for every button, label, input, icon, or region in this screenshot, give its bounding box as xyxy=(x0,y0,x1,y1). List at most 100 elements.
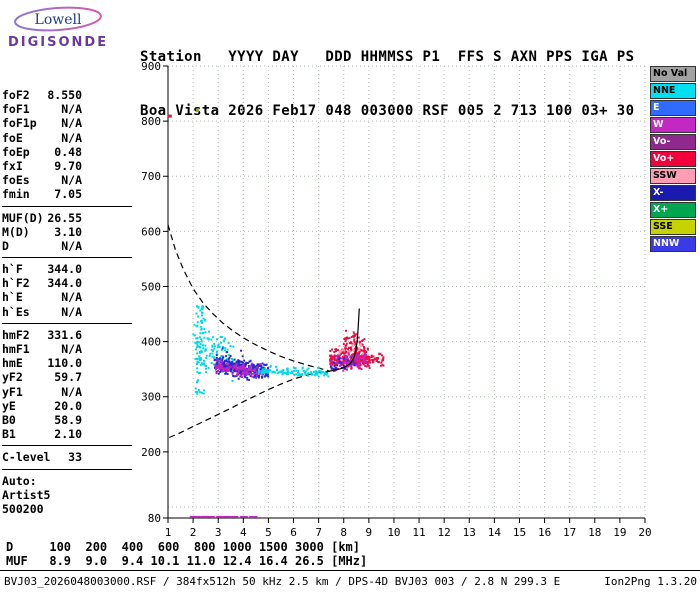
echo-point xyxy=(201,305,204,308)
param-value: 8.550 xyxy=(47,88,82,102)
echo-point xyxy=(201,350,204,353)
echo-point xyxy=(379,352,382,355)
echo-point xyxy=(196,367,199,370)
echo-point xyxy=(239,363,242,366)
echo-point xyxy=(258,371,261,374)
echo-point xyxy=(375,357,378,359)
echo-point xyxy=(359,341,361,344)
echo-point xyxy=(338,351,341,354)
echo-point xyxy=(205,357,208,359)
echo-point xyxy=(194,348,197,351)
echo-point xyxy=(358,347,361,350)
transmission-curve-upper xyxy=(167,224,329,372)
echo-point xyxy=(194,387,197,390)
param-label: foF1p xyxy=(2,116,37,131)
echo-point xyxy=(230,363,233,366)
echo-point xyxy=(269,369,272,372)
echo-point xyxy=(262,369,265,372)
echo-point xyxy=(344,340,347,343)
echo-point xyxy=(361,360,364,363)
echo-point xyxy=(329,350,332,352)
echo-point xyxy=(216,360,219,363)
echo-point xyxy=(310,371,313,373)
echo-point xyxy=(359,348,362,351)
bottom-echo-mark xyxy=(189,515,194,518)
echo-point xyxy=(279,370,282,373)
echo-point xyxy=(197,315,200,318)
bottom-echo-mark xyxy=(200,515,205,518)
echo-point xyxy=(246,378,249,381)
echo-point xyxy=(226,365,229,368)
echo-point xyxy=(345,344,348,347)
echo-point xyxy=(371,359,374,361)
echo-point xyxy=(225,363,228,365)
legend-item-nne: NNE xyxy=(650,83,696,99)
x-tick-label: 3 xyxy=(215,526,222,538)
echo-point xyxy=(216,367,219,369)
param-row-hme: hmE 110.0 xyxy=(2,356,82,370)
echo-point xyxy=(236,364,239,367)
param-row-auto: Auto: xyxy=(2,474,82,488)
echo-point xyxy=(357,362,360,365)
echo-point xyxy=(231,371,234,374)
echo-point xyxy=(368,361,371,364)
bottom-echo-mark xyxy=(253,515,258,518)
doppler-direction-legend: No Val NNE E W Vo- Vo+ SSW X- X+ SSE NNW xyxy=(650,66,696,253)
legend-item-ssw: SSW xyxy=(650,168,696,184)
echo-point xyxy=(192,333,195,336)
echo-point xyxy=(267,375,270,378)
param-value: 7.05 xyxy=(54,187,82,202)
echo-point xyxy=(258,376,260,379)
echo-point xyxy=(244,369,247,372)
echo-point xyxy=(340,364,343,367)
echo-point xyxy=(307,367,310,370)
echo-point xyxy=(343,360,346,363)
echo-point xyxy=(346,355,348,358)
echo-point xyxy=(334,348,337,351)
echo-point xyxy=(210,348,213,351)
echo-point xyxy=(208,354,211,357)
echo-point xyxy=(353,362,356,365)
echo-point xyxy=(335,350,337,353)
echo-point xyxy=(227,342,230,345)
echo-point xyxy=(377,356,380,359)
echo-point xyxy=(203,328,206,331)
echo-point xyxy=(274,371,276,374)
echo-point xyxy=(332,361,335,364)
echo-point xyxy=(347,361,350,364)
echo-point xyxy=(365,353,368,356)
echo-point xyxy=(229,355,232,357)
echo-point xyxy=(366,364,369,367)
echo-point xyxy=(332,370,335,372)
echo-point xyxy=(332,355,334,358)
x-tick-label: 2 xyxy=(190,526,197,538)
param-label: h`Es xyxy=(2,304,30,319)
echo-point xyxy=(342,348,345,351)
echo-point xyxy=(198,355,201,358)
echo-point xyxy=(377,361,380,364)
echo-point xyxy=(336,364,339,367)
x-tick-label: 18 xyxy=(588,526,601,538)
echo-point xyxy=(218,364,221,367)
echo-point xyxy=(356,359,359,362)
echo-point xyxy=(237,370,240,373)
echo-point xyxy=(199,332,202,335)
echo-point xyxy=(382,357,385,360)
echo-point xyxy=(344,361,347,364)
echo-point xyxy=(348,355,351,358)
echo-point xyxy=(229,370,232,373)
echo-point xyxy=(346,357,349,360)
echo-point xyxy=(352,335,355,338)
echo-point xyxy=(306,373,309,375)
echo-point xyxy=(238,366,241,369)
echo-point xyxy=(198,391,201,394)
echo-point xyxy=(204,344,207,347)
echo-point xyxy=(351,344,354,347)
echo-point xyxy=(337,358,340,361)
echo-point xyxy=(345,338,348,341)
echo-point xyxy=(291,370,294,373)
echo-point xyxy=(207,330,210,333)
echo-point xyxy=(269,364,272,367)
echo-point xyxy=(258,370,261,373)
param-label: yF1 xyxy=(2,384,23,399)
